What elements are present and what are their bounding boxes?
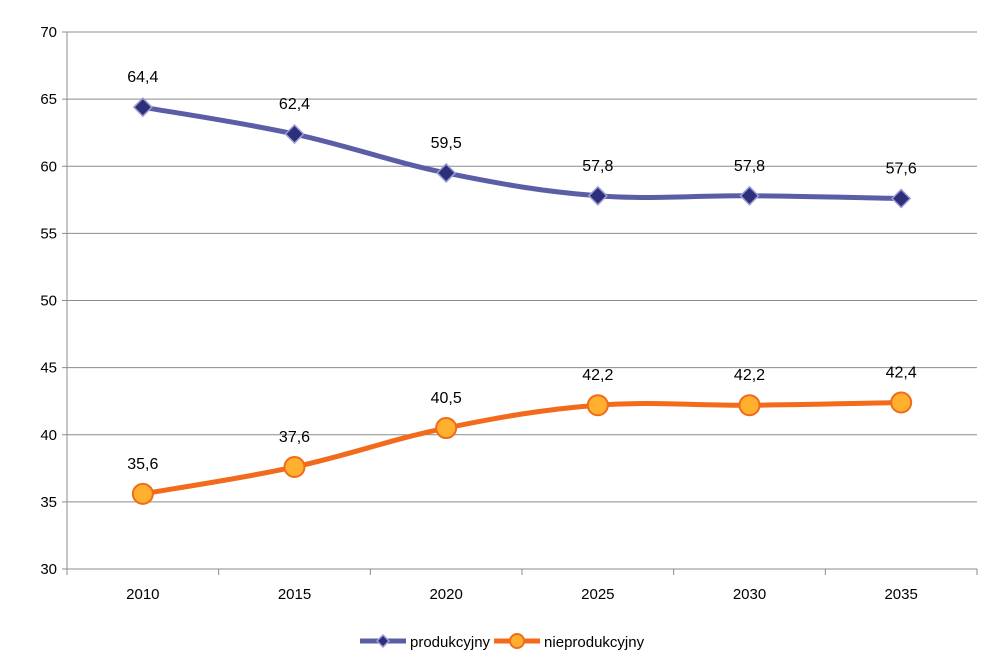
y-tick-label: 30 bbox=[40, 561, 57, 578]
data-point-diamond bbox=[132, 97, 153, 118]
data-point-circle bbox=[586, 394, 609, 417]
x-tick-label: 2030 bbox=[733, 586, 766, 603]
y-tick-label: 60 bbox=[40, 158, 57, 175]
series-line-nieprodukcyjny bbox=[140, 400, 904, 497]
data-point-diamond bbox=[436, 162, 457, 184]
legend-label: produkcyjny bbox=[410, 634, 491, 651]
data-point-circle bbox=[509, 633, 526, 649]
legend-label: nieprodukcyjny bbox=[544, 634, 645, 651]
data-label: 57,8 bbox=[582, 158, 613, 175]
x-tick-label: 2035 bbox=[884, 586, 917, 603]
y-tick-label: 45 bbox=[40, 360, 57, 377]
x-tick-label: 2020 bbox=[429, 586, 462, 603]
data-label: 35,6 bbox=[127, 456, 158, 473]
y-tick-label: 65 bbox=[40, 91, 57, 108]
x-tick-label: 2025 bbox=[581, 586, 614, 603]
data-point-circle bbox=[890, 391, 913, 414]
series-layer bbox=[131, 97, 913, 505]
data-label: 64,4 bbox=[127, 69, 158, 86]
data-point-diamond bbox=[375, 633, 391, 649]
data-point-circle bbox=[435, 417, 458, 440]
data-labels: 64,4 62,4 59,5 57,8 57,8 57,6 35,6 37,6 40,5 42,2… bbox=[127, 69, 917, 473]
data-point-diamond bbox=[891, 188, 912, 209]
y-tick-label: 50 bbox=[40, 293, 57, 310]
data-point-diamond bbox=[739, 185, 760, 206]
x-tick-label: 2015 bbox=[278, 586, 311, 603]
y-tick-label: 70 bbox=[40, 24, 57, 41]
x-tick-label: 2010 bbox=[126, 586, 159, 603]
data-label: 62,4 bbox=[279, 96, 310, 113]
data-label: 42,2 bbox=[582, 367, 613, 384]
data-label: 40,5 bbox=[431, 390, 462, 407]
y-tick-label: 55 bbox=[40, 225, 57, 242]
y-tick-label: 35 bbox=[40, 494, 57, 511]
legend: produkcyjny nieprodukcyjny bbox=[360, 633, 645, 651]
data-label: 59,5 bbox=[431, 135, 462, 152]
y-axis-ticks: 30 35 40 45 50 55 60 65 70 bbox=[40, 24, 67, 578]
data-label: 57,8 bbox=[734, 158, 765, 175]
data-label: 42,4 bbox=[886, 365, 917, 382]
gridlines bbox=[67, 31, 977, 570]
series-line-produkcyjny bbox=[140, 104, 904, 201]
data-point-diamond bbox=[284, 123, 305, 145]
data-label: 57,6 bbox=[886, 160, 917, 177]
x-axis-ticks: 2010 2015 2020 2025 2030 2035 bbox=[66, 569, 978, 603]
data-point-circle bbox=[283, 455, 306, 478]
data-label: 42,2 bbox=[734, 367, 765, 384]
data-label: 37,6 bbox=[279, 429, 310, 446]
data-point-circle bbox=[738, 394, 761, 417]
data-point-diamond bbox=[587, 185, 608, 206]
y-tick-label: 40 bbox=[40, 427, 57, 444]
data-point-circle bbox=[131, 482, 154, 505]
